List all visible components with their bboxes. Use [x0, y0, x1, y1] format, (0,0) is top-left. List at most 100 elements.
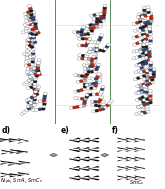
- Circle shape: [101, 105, 105, 108]
- Circle shape: [146, 110, 150, 113]
- Circle shape: [92, 21, 96, 24]
- Circle shape: [92, 48, 96, 51]
- Circle shape: [99, 20, 103, 23]
- Circle shape: [96, 75, 100, 78]
- Polygon shape: [125, 159, 136, 161]
- Circle shape: [134, 91, 138, 95]
- Circle shape: [148, 99, 152, 102]
- Circle shape: [32, 94, 36, 97]
- Circle shape: [95, 82, 99, 85]
- Circle shape: [30, 14, 34, 17]
- Circle shape: [27, 41, 31, 44]
- Circle shape: [85, 93, 89, 96]
- Circle shape: [100, 12, 105, 15]
- Polygon shape: [79, 159, 90, 161]
- Circle shape: [24, 64, 28, 67]
- Circle shape: [25, 71, 29, 74]
- Circle shape: [31, 58, 35, 61]
- Circle shape: [141, 110, 145, 114]
- Circle shape: [134, 71, 138, 74]
- Circle shape: [143, 17, 147, 20]
- Circle shape: [86, 93, 91, 96]
- Circle shape: [143, 35, 147, 38]
- Circle shape: [29, 105, 33, 108]
- Circle shape: [31, 42, 35, 45]
- Circle shape: [101, 19, 105, 22]
- Polygon shape: [0, 175, 12, 177]
- Circle shape: [138, 62, 142, 66]
- Polygon shape: [7, 162, 19, 164]
- Circle shape: [96, 41, 100, 44]
- Circle shape: [85, 73, 89, 76]
- Polygon shape: [1, 152, 12, 155]
- Circle shape: [145, 79, 149, 82]
- Circle shape: [32, 76, 36, 79]
- Circle shape: [146, 6, 150, 9]
- Circle shape: [142, 25, 146, 28]
- Circle shape: [83, 67, 87, 70]
- Circle shape: [30, 33, 34, 36]
- Polygon shape: [117, 138, 128, 140]
- Circle shape: [136, 105, 140, 108]
- Circle shape: [83, 77, 87, 80]
- Circle shape: [95, 17, 99, 20]
- Circle shape: [28, 34, 32, 37]
- Circle shape: [109, 100, 114, 103]
- Polygon shape: [89, 156, 100, 159]
- Circle shape: [136, 28, 140, 31]
- Circle shape: [137, 105, 141, 108]
- Circle shape: [84, 44, 88, 47]
- Circle shape: [144, 53, 148, 57]
- Circle shape: [138, 20, 142, 23]
- Circle shape: [78, 37, 82, 40]
- Circle shape: [25, 109, 29, 112]
- Circle shape: [92, 23, 96, 26]
- Circle shape: [98, 38, 102, 41]
- Circle shape: [34, 69, 39, 72]
- Polygon shape: [134, 156, 145, 159]
- Circle shape: [84, 57, 88, 60]
- Circle shape: [144, 66, 148, 69]
- Circle shape: [93, 53, 97, 56]
- Polygon shape: [9, 173, 21, 176]
- Circle shape: [24, 60, 28, 64]
- Circle shape: [27, 15, 31, 18]
- Circle shape: [136, 42, 140, 45]
- Polygon shape: [89, 166, 100, 169]
- Circle shape: [77, 34, 81, 37]
- Circle shape: [141, 101, 146, 104]
- Circle shape: [32, 109, 36, 112]
- Polygon shape: [69, 178, 81, 180]
- Circle shape: [30, 46, 34, 49]
- Circle shape: [33, 80, 37, 83]
- Circle shape: [87, 30, 91, 33]
- Circle shape: [152, 73, 156, 76]
- Circle shape: [140, 61, 144, 64]
- Circle shape: [140, 66, 144, 69]
- Circle shape: [43, 100, 47, 103]
- Circle shape: [98, 81, 102, 84]
- Circle shape: [95, 48, 99, 51]
- Circle shape: [35, 29, 39, 32]
- Circle shape: [24, 16, 28, 19]
- Polygon shape: [117, 156, 128, 159]
- Circle shape: [27, 51, 31, 54]
- Text: $\ell_{mol}$: $\ell_{mol}$: [148, 21, 158, 30]
- Circle shape: [30, 77, 34, 81]
- Text: d): d): [2, 126, 11, 135]
- Circle shape: [77, 74, 81, 77]
- Circle shape: [80, 33, 84, 36]
- Circle shape: [28, 84, 32, 87]
- Circle shape: [34, 91, 38, 95]
- Circle shape: [30, 86, 34, 89]
- Circle shape: [98, 49, 102, 52]
- Polygon shape: [117, 166, 128, 169]
- Circle shape: [140, 46, 144, 50]
- Circle shape: [33, 77, 37, 81]
- Circle shape: [37, 59, 41, 62]
- Circle shape: [100, 96, 104, 99]
- Circle shape: [28, 103, 32, 106]
- Circle shape: [33, 20, 37, 23]
- Circle shape: [35, 93, 39, 96]
- Circle shape: [86, 40, 91, 43]
